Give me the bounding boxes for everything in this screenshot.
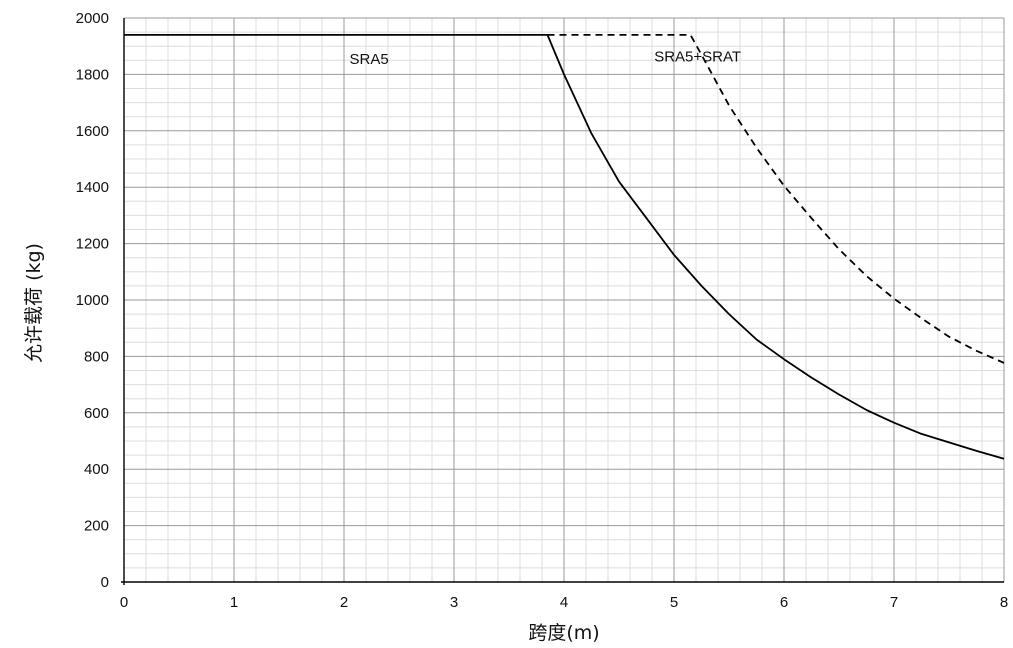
y-tick-label: 1600 [76, 123, 109, 140]
x-tick-label: 6 [780, 594, 788, 611]
series-annotation-label: SRA5 [350, 51, 389, 68]
x-tick-label: 0 [120, 594, 128, 611]
y-tick-label: 1800 [76, 66, 109, 83]
x-tick-label: 7 [890, 594, 898, 611]
x-tick-label: 5 [670, 594, 678, 611]
y-tick-label: 400 [84, 461, 109, 478]
y-tick-label: 0 [101, 574, 109, 591]
axes [121, 18, 1004, 585]
x-tick-label: 8 [1000, 594, 1008, 611]
y-tick-label: 600 [84, 405, 109, 422]
x-tick-label: 2 [340, 594, 348, 611]
x-tick-label: 1 [230, 594, 238, 611]
annotations: SRA5 SRA5+SRAT [350, 49, 742, 68]
tick-labels: 0 1 2 3 4 5 6 7 8 0 200 400 600 800 1000 1200 1400 1600 18… [76, 10, 1009, 611]
y-axis-title: 允许载荷 (kg) [23, 243, 45, 363]
y-tick-label: 1200 [76, 236, 109, 253]
y-tick-label: 2000 [76, 10, 109, 27]
x-tick-label: 4 [560, 594, 568, 611]
series-line-sra5 [124, 34, 1005, 460]
y-tick-label: 800 [84, 348, 109, 365]
series-annotation-label: SRA5+SRAT [654, 49, 741, 66]
series-line-sra5-srat [547, 34, 1005, 364]
x-tick-label: 3 [450, 594, 458, 611]
y-tick-label: 200 [84, 518, 109, 535]
y-tick-label: 1000 [76, 292, 109, 309]
series-layer [124, 34, 1005, 460]
x-axis-title: 跨度(m) [528, 622, 599, 644]
y-tick-label: 1400 [76, 179, 109, 196]
